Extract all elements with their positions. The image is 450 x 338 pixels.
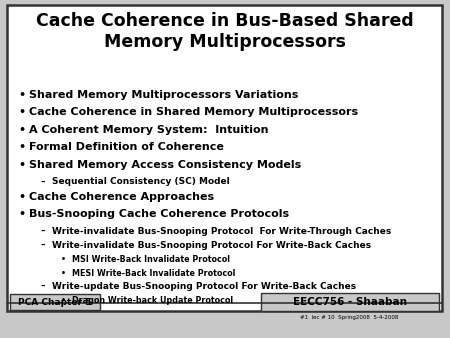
Text: •: • [61, 296, 66, 306]
Text: MSI Write-Back Invalidate Protocol: MSI Write-Back Invalidate Protocol [72, 255, 230, 264]
Text: PCA Chapter 5: PCA Chapter 5 [18, 298, 92, 307]
Text: –: – [40, 282, 45, 291]
Text: Write-update Bus-Snooping Protocol For Write-Back Caches: Write-update Bus-Snooping Protocol For W… [52, 282, 356, 291]
Text: Shared Memory Multiprocessors Variations: Shared Memory Multiprocessors Variations [29, 90, 299, 100]
Text: Formal Definition of Coherence: Formal Definition of Coherence [29, 142, 224, 152]
Text: –: – [40, 241, 45, 250]
Text: Bus-Snooping Cache Coherence Protocols: Bus-Snooping Cache Coherence Protocols [29, 209, 289, 219]
FancyBboxPatch shape [10, 294, 100, 310]
Text: •: • [18, 192, 25, 202]
Text: Write-invalidate Bus-Snooping Protocol For Write-Back Caches: Write-invalidate Bus-Snooping Protocol F… [52, 241, 371, 250]
Text: Cache Coherence in Shared Memory Multiprocessors: Cache Coherence in Shared Memory Multipr… [29, 107, 358, 117]
Text: #1  lec # 10  Spring2008  5-4-2008: #1 lec # 10 Spring2008 5-4-2008 [301, 315, 399, 319]
Text: •: • [61, 255, 66, 264]
Text: Cache Coherence in Bus-Based Shared
Memory Multiprocessors: Cache Coherence in Bus-Based Shared Memo… [36, 12, 414, 51]
Text: •: • [18, 142, 25, 152]
Text: –: – [40, 227, 45, 236]
Text: •: • [18, 125, 25, 135]
Text: Shared Memory Access Consistency Models: Shared Memory Access Consistency Models [29, 160, 302, 170]
Text: Cache Coherence Approaches: Cache Coherence Approaches [29, 192, 214, 202]
Text: •: • [18, 90, 25, 100]
Text: –: – [40, 177, 45, 187]
Text: •: • [18, 107, 25, 117]
Text: •: • [18, 209, 25, 219]
Text: A Coherent Memory System:  Intuition: A Coherent Memory System: Intuition [29, 125, 269, 135]
FancyBboxPatch shape [7, 5, 442, 311]
Text: MESI Write-Back Invalidate Protocol: MESI Write-Back Invalidate Protocol [72, 269, 235, 278]
FancyBboxPatch shape [261, 293, 439, 311]
Text: •: • [61, 269, 66, 278]
Text: Write-invalidate Bus-Snooping Protocol  For Write-Through Caches: Write-invalidate Bus-Snooping Protocol F… [52, 227, 391, 236]
Text: Dragon Write-back Update Protocol: Dragon Write-back Update Protocol [72, 296, 233, 306]
Text: Sequential Consistency (SC) Model: Sequential Consistency (SC) Model [52, 177, 230, 187]
Text: EECC756 - Shaaban: EECC756 - Shaaban [292, 297, 407, 307]
Text: •: • [18, 160, 25, 170]
